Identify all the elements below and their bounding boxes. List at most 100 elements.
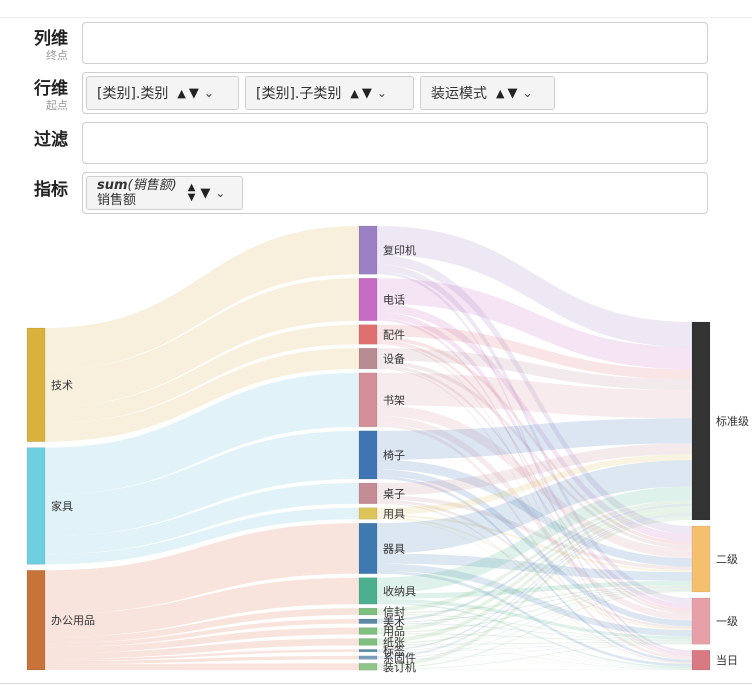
metric-pill-sales[interactable]: sum(销售额) 销售额 ▲ ▼ ▼ ⌄ (86, 176, 243, 210)
link-标签-标准级[interactable] (377, 513, 692, 651)
row-pill-category[interactable]: [类别].类别 ▲ ▼ ⌄ (86, 76, 239, 110)
chevron-down-icon[interactable]: ⌄ (203, 86, 214, 100)
link-办公用品-美术[interactable] (45, 619, 359, 648)
chevron-down-icon[interactable]: ⌄ (215, 186, 226, 200)
link-椅子-二级[interactable] (377, 459, 692, 567)
link-纸张-当日[interactable] (377, 644, 692, 670)
link-办公用品-系固件[interactable] (45, 655, 359, 665)
link-椅子-标准级[interactable] (377, 418, 692, 460)
link-标签-二级[interactable] (377, 589, 692, 652)
link-桌子-二级[interactable] (377, 495, 692, 571)
filter-icon[interactable]: ▼ (361, 85, 372, 101)
link-桌子-标准级[interactable] (377, 443, 692, 496)
node-系固件[interactable] (358, 655, 378, 660)
link-装订机-当日[interactable] (377, 669, 692, 671)
link-办公用品-标签[interactable] (45, 649, 359, 662)
node-电话[interactable] (358, 277, 378, 321)
link-装订机-一级[interactable] (377, 643, 692, 670)
node-当日[interactable] (691, 649, 711, 671)
link-用品-二级[interactable] (377, 587, 692, 634)
node-办公用品[interactable] (26, 570, 46, 671)
node-配件[interactable] (358, 324, 378, 345)
node-美术[interactable] (358, 618, 378, 624)
node-信封[interactable] (358, 607, 378, 616)
link-收纳具-一级[interactable] (377, 598, 692, 640)
link-电话-当日[interactable] (377, 318, 692, 655)
link-装订机-二级[interactable] (377, 590, 692, 669)
link-标签-一级[interactable] (377, 642, 692, 652)
link-系固件-二级[interactable] (377, 590, 692, 659)
link-美术-当日[interactable] (377, 623, 692, 669)
node-椅子[interactable] (358, 430, 378, 480)
link-书架-标准级[interactable] (377, 372, 692, 419)
link-桌子-当日[interactable] (377, 502, 692, 664)
link-家具-用具[interactable] (45, 507, 359, 565)
link-家具-桌子[interactable] (45, 483, 359, 555)
node-设备[interactable] (358, 347, 378, 370)
node-复印机[interactable] (358, 225, 378, 275)
row-pill-ship-mode[interactable]: 装运模式 ▲ ▼ ⌄ (420, 76, 555, 110)
node-桌子[interactable] (358, 482, 378, 504)
link-信封-二级[interactable] (377, 585, 692, 614)
link-复印机-一级[interactable] (377, 264, 692, 604)
link-用具-当日[interactable] (377, 518, 692, 665)
link-家具-椅子[interactable] (45, 430, 359, 537)
columns-dropzone[interactable] (82, 22, 708, 64)
link-办公用品-装订机[interactable] (45, 663, 359, 671)
link-电话-标准级[interactable] (377, 278, 692, 370)
sort-both-icon[interactable]: ▲ ▼ (187, 182, 196, 203)
link-纸张-二级[interactable] (377, 588, 692, 644)
link-书架-二级[interactable] (377, 405, 692, 559)
link-椅子-当日[interactable] (377, 476, 692, 663)
node-用品[interactable] (358, 627, 378, 635)
link-器具-当日[interactable] (377, 570, 692, 667)
link-办公用品-收纳具[interactable] (45, 577, 359, 638)
link-系固件-标准级[interactable] (377, 514, 692, 658)
node-标签[interactable] (358, 649, 378, 653)
link-器具-标准级[interactable] (377, 460, 692, 554)
link-设备-一级[interactable] (377, 364, 692, 614)
link-配件-标准级[interactable] (377, 324, 692, 380)
node-家具[interactable] (26, 447, 46, 565)
link-复印机-当日[interactable] (377, 271, 692, 653)
node-用具[interactable] (358, 507, 378, 520)
node-一级[interactable] (691, 597, 711, 645)
node-纸张[interactable] (358, 638, 378, 646)
link-信封-当日[interactable] (377, 614, 692, 669)
link-系固件-当日[interactable] (377, 659, 692, 670)
link-办公用品-信封[interactable] (45, 608, 359, 644)
link-美术-二级[interactable] (377, 586, 692, 623)
node-技术[interactable] (26, 327, 46, 442)
link-系固件-一级[interactable] (377, 642, 692, 660)
link-技术-配件[interactable] (45, 324, 359, 424)
link-用品-当日[interactable] (377, 634, 692, 669)
metric-dropzone[interactable]: sum(销售额) 销售额 ▲ ▼ ▼ ⌄ (82, 172, 708, 214)
node-书架[interactable] (358, 372, 378, 428)
filter-icon[interactable]: ▼ (200, 185, 211, 201)
link-设备-二级[interactable] (377, 360, 692, 549)
link-技术-复印机[interactable] (45, 226, 359, 370)
filter-dropzone[interactable] (82, 122, 708, 164)
link-椅子-一级[interactable] (377, 469, 692, 627)
sort-asc-icon[interactable]: ▲ (350, 86, 359, 100)
link-用具-一级[interactable] (377, 516, 692, 631)
row-pill-subcategory[interactable]: [类别].子类别 ▲ ▼ ⌄ (245, 76, 414, 110)
link-装订机-标准级[interactable] (377, 516, 692, 668)
link-技术-设备[interactable] (45, 348, 359, 442)
link-复印机-标准级[interactable] (377, 226, 692, 348)
link-桌子-一级[interactable] (377, 499, 692, 629)
link-办公用品-用品[interactable] (45, 627, 359, 654)
rows-dropzone[interactable]: [类别].类别 ▲ ▼ ⌄ [类别].子类别 ▲ ▼ ⌄ 装运模式 ▲ ▼ ⌄ (82, 72, 708, 114)
link-收纳具-当日[interactable] (377, 602, 692, 669)
node-标准级[interactable] (691, 321, 711, 521)
link-标签-当日[interactable] (377, 651, 692, 670)
chevron-down-icon[interactable]: ⌄ (376, 86, 387, 100)
link-家具-书架[interactable] (45, 372, 359, 495)
link-用具-标准级[interactable] (377, 454, 692, 515)
link-电话-二级[interactable] (377, 303, 692, 542)
link-器具-二级[interactable] (377, 553, 692, 581)
link-书架-一级[interactable] (377, 416, 692, 621)
link-美术-一级[interactable] (377, 622, 692, 641)
link-配件-一级[interactable] (377, 340, 692, 612)
link-电话-一级[interactable] (377, 312, 692, 610)
